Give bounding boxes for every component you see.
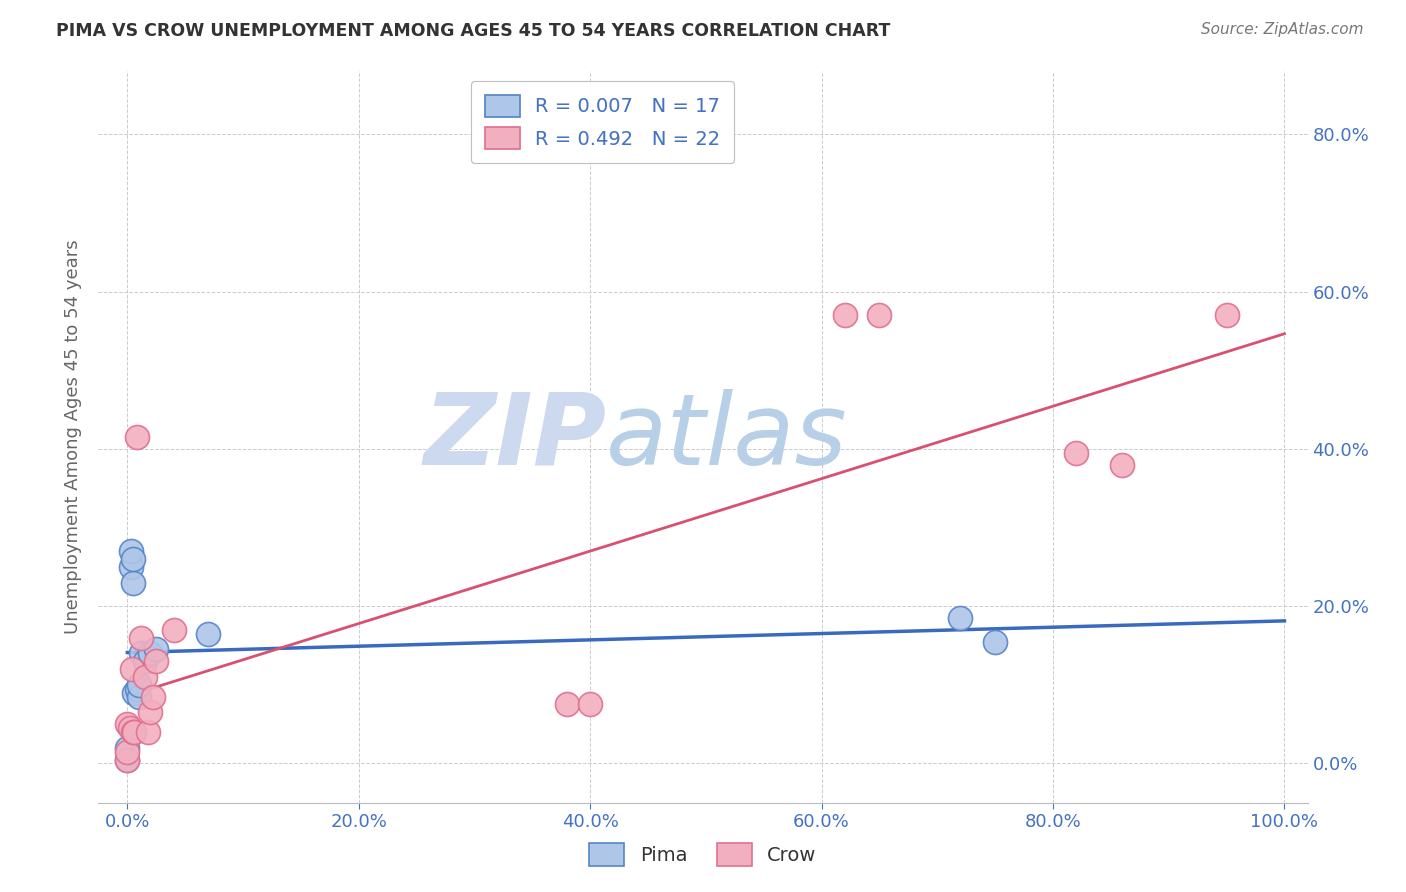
Point xyxy=(122,725,145,739)
Point xyxy=(117,717,139,731)
Point xyxy=(117,745,139,759)
Point xyxy=(197,626,219,640)
Point xyxy=(120,544,142,558)
Point xyxy=(139,646,162,660)
Text: ZIP: ZIP xyxy=(423,389,606,485)
Point xyxy=(162,623,184,637)
Point xyxy=(1215,308,1237,322)
Point xyxy=(129,646,152,660)
Text: Source: ZipAtlas.com: Source: ZipAtlas.com xyxy=(1201,22,1364,37)
Point xyxy=(121,662,143,676)
Point xyxy=(145,654,167,668)
Point xyxy=(118,721,141,735)
Point xyxy=(145,642,167,657)
Point xyxy=(142,690,165,704)
Point xyxy=(134,670,156,684)
Point xyxy=(122,575,145,590)
Point xyxy=(1111,458,1133,472)
Point xyxy=(125,681,148,696)
Point xyxy=(128,678,150,692)
Point xyxy=(984,634,1007,648)
Point xyxy=(834,308,856,322)
Point xyxy=(124,686,146,700)
Point xyxy=(128,690,150,704)
Point xyxy=(1064,446,1087,460)
Point xyxy=(122,552,145,566)
Point xyxy=(949,611,972,625)
Point xyxy=(869,308,891,322)
Point xyxy=(134,654,156,668)
Point xyxy=(129,631,152,645)
Point xyxy=(555,698,578,712)
Point xyxy=(117,753,139,767)
Point xyxy=(136,725,159,739)
Point xyxy=(117,740,139,755)
Point xyxy=(579,698,602,712)
Legend: R = 0.007   N = 17, R = 0.492   N = 22: R = 0.007 N = 17, R = 0.492 N = 22 xyxy=(471,81,734,163)
Text: PIMA VS CROW UNEMPLOYMENT AMONG AGES 45 TO 54 YEARS CORRELATION CHART: PIMA VS CROW UNEMPLOYMENT AMONG AGES 45 … xyxy=(56,22,890,40)
Point xyxy=(120,559,142,574)
Point xyxy=(125,430,148,444)
Point xyxy=(124,725,146,739)
Text: atlas: atlas xyxy=(606,389,848,485)
Y-axis label: Unemployment Among Ages 45 to 54 years: Unemployment Among Ages 45 to 54 years xyxy=(63,240,82,634)
Point xyxy=(117,753,139,767)
Legend: Pima, Crow: Pima, Crow xyxy=(582,835,824,873)
Point xyxy=(139,706,162,720)
